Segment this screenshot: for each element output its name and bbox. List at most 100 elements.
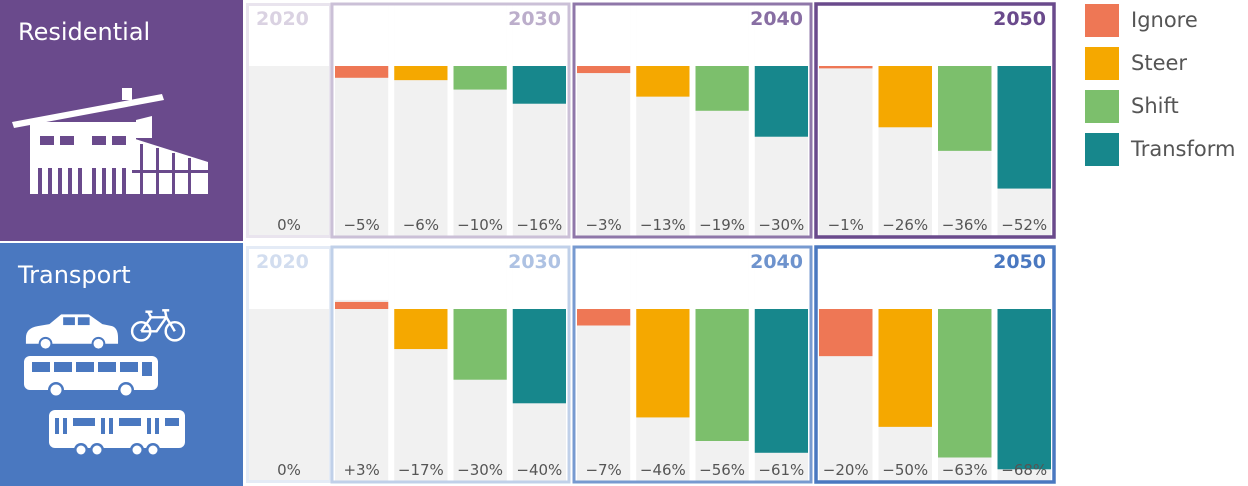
legend-label-transform: Transform [1130, 137, 1235, 161]
value-label: −16% [516, 216, 562, 234]
bar-transform-2030 [512, 309, 566, 404]
value-label: 0% [277, 216, 301, 234]
year-label: 2020 [256, 8, 309, 30]
bar-transform-2030 [512, 66, 566, 104]
bar-transform-2050 [997, 309, 1051, 470]
year-label: 2050 [993, 8, 1046, 30]
value-label: −56% [699, 461, 745, 479]
column-header [512, 246, 566, 309]
bar-ignore-2040 [577, 309, 631, 326]
year-label: 2040 [750, 251, 803, 273]
bar-transform-2050 [997, 66, 1051, 189]
bar-steer-2040 [636, 309, 690, 418]
value-label: 0% [277, 461, 301, 479]
year-block-2050: −1% −26% −36% −52% 2050 [814, 2, 1056, 239]
column-header [938, 3, 992, 66]
value-label: −36% [942, 216, 988, 234]
legend: Ignore Steer Shift Transform [1085, 4, 1235, 166]
value-label: −7% [585, 461, 621, 479]
panel-residential: Residential 2020 0% −5% −6% −10% −16% 2030 −3% −1… [0, 0, 1056, 241]
bar-ignore-2030 [335, 301, 389, 309]
value-label: −63% [942, 461, 988, 479]
column-header [636, 3, 690, 66]
year-label: 2040 [750, 8, 803, 30]
value-label: −10% [457, 216, 503, 234]
year-frame [814, 2, 1056, 239]
year-frame [572, 245, 813, 484]
baseline-header [246, 3, 332, 66]
bar-shift-2050 [938, 66, 992, 151]
value-label: −13% [640, 216, 686, 234]
year-frame [330, 245, 571, 484]
column-header [819, 246, 873, 309]
sector-label: Transport [17, 261, 131, 289]
legend-swatch-transform [1085, 133, 1119, 166]
year-label: 2030 [508, 8, 561, 30]
value-label: −52% [1001, 216, 1047, 234]
column-header [577, 3, 631, 66]
column-header [453, 246, 507, 309]
legend-label-shift: Shift [1131, 94, 1179, 118]
year-frame [572, 2, 813, 239]
bar-ignore-2050 [819, 66, 873, 69]
bar-steer-2050 [878, 66, 932, 128]
value-label: −1% [828, 216, 864, 234]
value-label: −30% [457, 461, 503, 479]
legend-swatch-shift [1085, 90, 1119, 123]
column-header [335, 246, 389, 300]
bar-shift-2050 [938, 309, 992, 458]
year-frame [814, 245, 1056, 484]
column-header [754, 3, 808, 66]
column-header [754, 246, 808, 309]
bar-steer-2030 [394, 309, 448, 350]
year-label: 2020 [256, 251, 309, 273]
sector-label: Residential [18, 18, 150, 46]
column-header [453, 3, 507, 66]
value-label: −30% [758, 216, 804, 234]
year-block-2030: +3% −17% −30% −40% 2030 [330, 245, 571, 484]
bar-steer-2030 [394, 66, 448, 81]
column-header [819, 3, 873, 66]
column-header [512, 3, 566, 66]
year-block-2030: −5% −6% −10% −16% 2030 [330, 2, 571, 239]
bar-ignore-2040 [577, 66, 631, 74]
legend-label-ignore: Ignore [1131, 8, 1198, 32]
year-label: 2050 [993, 251, 1046, 273]
bar-steer-2050 [878, 309, 932, 427]
column-header [997, 246, 1051, 309]
year-label: 2030 [508, 251, 561, 273]
column-header [394, 246, 448, 309]
year-frame [330, 2, 571, 239]
value-label: −5% [343, 216, 379, 234]
bar-steer-2040 [636, 66, 690, 97]
column-header [938, 246, 992, 309]
bar-ignore-2030 [335, 66, 389, 78]
column-header [695, 246, 749, 309]
year-block-2040: −7% −46% −56% −61% 2040 [572, 245, 813, 484]
bar-ignore-2050 [819, 309, 873, 357]
panel-transport: Transport 2020 0% +3% −17% −30% −40% 2030 −7% −46… [0, 243, 1056, 486]
legend-swatch-steer [1085, 47, 1119, 80]
year-block-2040: −3% −13% −19% −30% 2040 [572, 2, 813, 239]
value-label: −3% [585, 216, 621, 234]
column-header [878, 3, 932, 66]
bar-transform-2040 [754, 309, 808, 453]
value-label: −19% [699, 216, 745, 234]
baseline-header [246, 246, 332, 309]
bar-shift-2030 [453, 309, 507, 380]
value-label: −50% [882, 461, 928, 479]
value-label: −61% [758, 461, 804, 479]
value-label: −46% [640, 461, 686, 479]
column-header [636, 246, 690, 309]
bar-shift-2040 [695, 66, 749, 111]
legend-swatch-ignore [1085, 4, 1119, 37]
bar-shift-2040 [695, 309, 749, 441]
value-label: −20% [823, 461, 869, 479]
column-header [394, 3, 448, 66]
value-label: −68% [1001, 461, 1047, 479]
column-header [335, 3, 389, 66]
value-label: −40% [516, 461, 562, 479]
column-header [878, 246, 932, 309]
column-header [577, 246, 631, 309]
